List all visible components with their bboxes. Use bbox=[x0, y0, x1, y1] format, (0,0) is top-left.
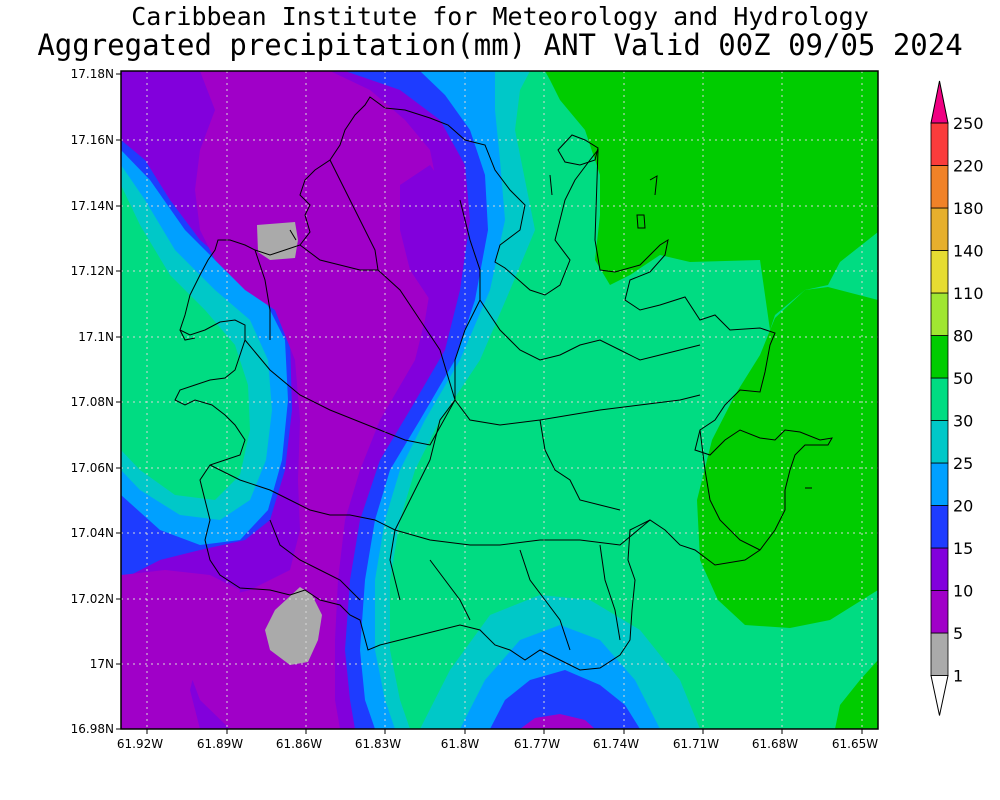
y-tick-label: 17.02N bbox=[71, 592, 114, 606]
colorbar-segment bbox=[930, 505, 949, 549]
colorbar-segment bbox=[930, 632, 949, 676]
x-tick-label: 61.65W bbox=[832, 737, 878, 751]
colorbar-label: 110 bbox=[953, 284, 984, 303]
y-tick-labels: 17.18N 17.16N 17.14N 17.12N 17.1N 17.08N… bbox=[71, 67, 114, 736]
y-tick-label: 17.08N bbox=[71, 395, 114, 409]
field-30-50-wcoast bbox=[121, 185, 250, 500]
y-tick-label: 17.12N bbox=[71, 264, 114, 278]
x-tick-label: 61.68W bbox=[752, 737, 798, 751]
precip-field bbox=[121, 71, 878, 729]
colorbar-segment bbox=[930, 122, 949, 166]
colorbar-label: 10 bbox=[953, 582, 973, 601]
colorbar-label: 80 bbox=[953, 327, 973, 346]
y-tick-label: 17.06N bbox=[71, 461, 114, 475]
field-15-20-s bbox=[490, 670, 640, 729]
field-10-15-lobe bbox=[400, 165, 452, 300]
field-5-10-sw bbox=[121, 570, 240, 729]
x-tick-label: 61.83W bbox=[355, 737, 401, 751]
title-line-2: Aggregated precipitation(mm) ANT Valid 0… bbox=[37, 28, 963, 62]
colorbar-segment bbox=[930, 250, 949, 294]
field-1-5-south bbox=[265, 587, 322, 665]
field-50-80-ne bbox=[545, 71, 878, 330]
plot-frame bbox=[120, 70, 879, 730]
y-tick-label: 17.1N bbox=[78, 330, 114, 344]
colorbar-label: 5 bbox=[953, 624, 963, 643]
y-tick-label: 17.14N bbox=[71, 199, 114, 213]
y-tick-label: 17.16N bbox=[71, 133, 114, 147]
x-tick-label: 61.86W bbox=[276, 737, 322, 751]
x-tick-label: 61.92W bbox=[117, 737, 163, 751]
y-tick-label: 17.18N bbox=[71, 67, 114, 81]
colorbar-segment bbox=[930, 462, 949, 506]
colorbar-segment bbox=[930, 165, 949, 209]
colorbar-label: 250 bbox=[953, 114, 984, 133]
colorbar-label: 50 bbox=[953, 369, 973, 388]
y-tick-label: 17N bbox=[90, 657, 114, 671]
colorbar-label: 1 bbox=[953, 667, 963, 686]
colorbar-segment bbox=[930, 207, 949, 251]
field-1-5-north bbox=[257, 222, 298, 260]
field-50-80-corner bbox=[835, 660, 878, 729]
x-tick-label: 61.77W bbox=[514, 737, 560, 751]
colorbar-label: 30 bbox=[953, 412, 973, 431]
colorbar-label: 180 bbox=[953, 199, 984, 218]
colorbar-label: 220 bbox=[953, 157, 984, 176]
colorbar-segment bbox=[930, 547, 949, 591]
colorbar-over-triangle bbox=[930, 80, 949, 124]
colorbar-label: 20 bbox=[953, 497, 973, 516]
x-tick-label: 61.74W bbox=[593, 737, 639, 751]
y-tick-label: 16.98N bbox=[71, 722, 114, 736]
field-50-80-se bbox=[697, 287, 878, 628]
map-grid bbox=[121, 71, 878, 729]
colorbar-segment bbox=[930, 335, 949, 379]
colorbar-segment bbox=[930, 420, 949, 464]
colorbar-segment bbox=[930, 292, 949, 336]
colorbar-segment bbox=[930, 590, 949, 634]
colorbar-segment bbox=[930, 377, 949, 421]
title-line-1: Caribbean Institute for Meteorology and … bbox=[131, 2, 869, 31]
y-tick-label: 17.04N bbox=[71, 526, 114, 540]
colorbar-under-triangle bbox=[930, 675, 949, 716]
x-tick-label: 61.71W bbox=[673, 737, 719, 751]
axis-ticks bbox=[116, 73, 863, 734]
field-5-10-s bbox=[520, 714, 595, 729]
x-tick-label: 61.8W bbox=[441, 737, 480, 751]
colorbar-label: 140 bbox=[953, 242, 984, 261]
colorbar-label: 15 bbox=[953, 539, 973, 558]
x-tick-label: 61.89W bbox=[197, 737, 243, 751]
island-outline bbox=[174, 96, 833, 671]
x-tick-labels: 61.92W 61.89W 61.86W 61.83W 61.8W 61.77W… bbox=[117, 737, 878, 751]
colorbar-label: 25 bbox=[953, 454, 973, 473]
